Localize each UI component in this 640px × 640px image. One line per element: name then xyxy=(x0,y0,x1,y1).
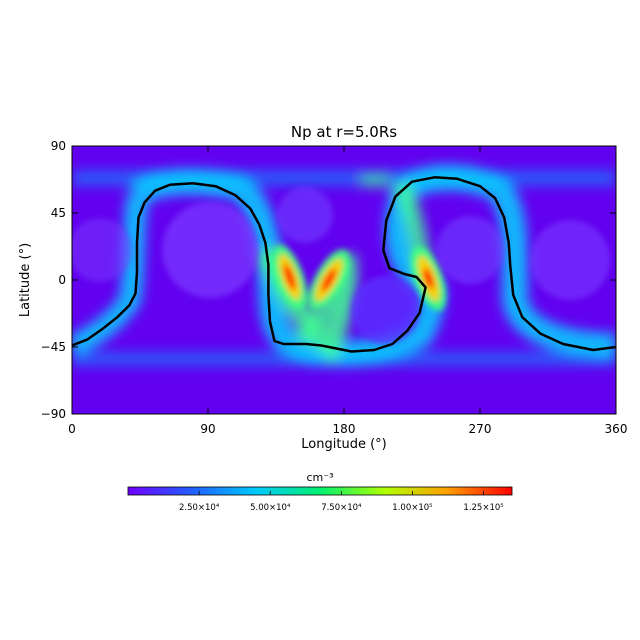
x-tick-label: 180 xyxy=(333,422,356,436)
colorbar xyxy=(127,486,513,496)
chart-title: Np at r=5.0Rs xyxy=(291,123,397,141)
y-tick-label: −45 xyxy=(41,340,66,354)
hotspot-0 xyxy=(272,244,308,310)
hotspot-1 xyxy=(308,249,350,311)
y-axis-label: Latitude (°) xyxy=(18,243,33,317)
x-tick-label: 270 xyxy=(469,422,492,436)
x-tick-label: 0 xyxy=(68,422,76,436)
y-tick-label: 90 xyxy=(51,139,66,153)
hotspot-2 xyxy=(411,246,447,311)
heatmap-field xyxy=(72,146,616,414)
x-axis: 0 90 180 270 360 xyxy=(68,146,627,436)
colorbar-tick-label: 7.50×10⁴ xyxy=(321,503,362,513)
y-tick-label: 0 xyxy=(58,273,66,287)
heatmap-cells xyxy=(72,187,610,344)
colorbar-tick-label: 5.00×10⁴ xyxy=(250,503,291,513)
neutral-line xyxy=(72,176,616,353)
x-tick-label: 90 xyxy=(200,422,215,436)
colorbar-label: cm⁻³ xyxy=(307,471,334,484)
y-tick-label: −90 xyxy=(41,407,66,421)
colorbar-tick-label: 2.50×10⁴ xyxy=(179,503,220,513)
y-axis: −90 −45 0 45 90 xyxy=(41,139,616,421)
y-tick-label: 45 xyxy=(51,206,66,220)
x-axis-label: Longitude (°) xyxy=(301,437,386,452)
colorbar-tick-label: 1.00×10⁵ xyxy=(392,503,432,513)
x-tick-label: 360 xyxy=(605,422,628,436)
colorbar-ticks: 2.50×10⁴ 5.00×10⁴ 7.50×10⁴ 1.00×10⁵ 1.25×10⁵ xyxy=(179,491,504,513)
colorbar-tick-label: 1.25×10⁵ xyxy=(463,503,503,513)
hotspot-layer xyxy=(272,244,447,311)
